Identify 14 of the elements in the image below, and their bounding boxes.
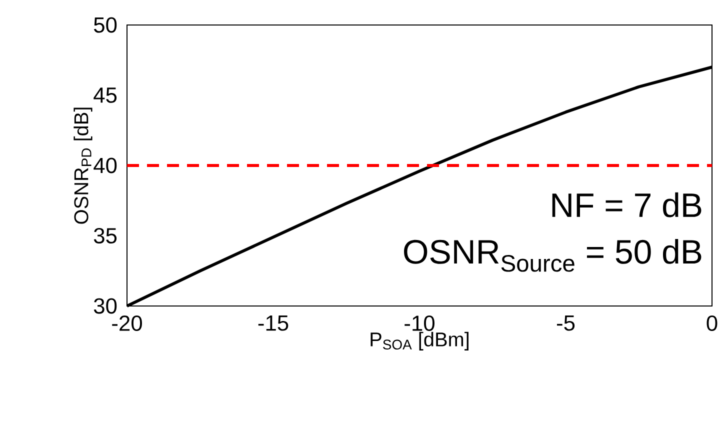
y-tick-label: 30 (94, 298, 117, 314)
y-tick-label: 40 (94, 158, 117, 174)
y-tick-label: 50 (94, 17, 117, 33)
y-axis-title: OSNR$_{PD}$ [dB] (74, 108, 92, 224)
annotation: NF = 7 dB (552, 192, 702, 218)
x-tick-label: -15 (258, 316, 288, 331)
y-tick-label: 35 (94, 228, 117, 244)
x-tick-label: -5 (556, 316, 575, 331)
x-tick-label: -10 (404, 315, 434, 332)
x-axis-title: P$_{SOA}$ [dBm] (370, 332, 468, 350)
x-tick-label: -20 (112, 315, 142, 332)
y-tick-label: 45 (94, 88, 117, 103)
x-tick-label: 0 (706, 315, 718, 332)
annotation: OSNR$_{Source}$ = 50 dB (404, 239, 702, 272)
